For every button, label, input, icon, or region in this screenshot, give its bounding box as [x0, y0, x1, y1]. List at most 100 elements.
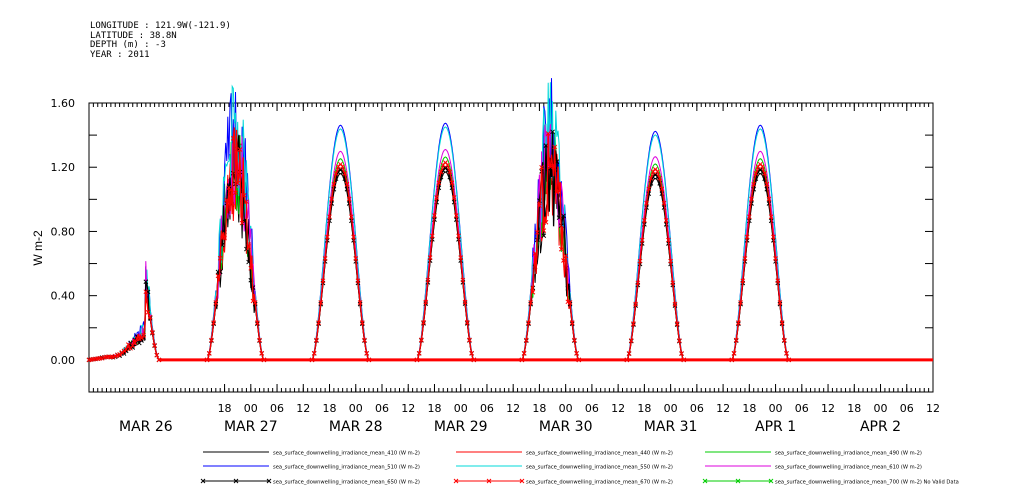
axis-ticks	[88, 102, 934, 393]
series-marker	[530, 289, 536, 295]
series-marker	[228, 187, 234, 192]
series-marker	[217, 255, 223, 261]
series-marker	[666, 237, 671, 243]
legend-label: sea_surface_downwelling_irradiance_mean_…	[273, 451, 420, 457]
legend-marker	[266, 478, 272, 484]
series-marker	[753, 170, 759, 176]
series-marker	[224, 197, 230, 203]
series-marker	[429, 233, 435, 239]
series-marker	[543, 143, 549, 148]
series-marker	[248, 265, 254, 271]
series-marker	[635, 280, 641, 286]
series-marker	[423, 299, 429, 305]
series-line	[88, 147, 933, 361]
series-marker	[357, 300, 363, 305]
series-marker	[364, 350, 370, 356]
y-tick-label: 1.20	[51, 161, 76, 174]
series-marker	[781, 337, 787, 343]
x-tick-label: 06	[690, 402, 704, 415]
legend-marker	[453, 478, 459, 484]
series-marker	[209, 337, 214, 343]
series-marker	[784, 350, 789, 356]
x-tick-label: 12	[506, 402, 520, 415]
series-marker	[318, 300, 324, 305]
x-tick-labels: 18 00 06 12 18 00 06 12 18 00 06 12 18 00 06 12 18 00 06 12…	[218, 402, 940, 415]
x-tick-label: 00	[559, 402, 573, 415]
x-tick-label: 12	[611, 402, 625, 415]
series-marker	[679, 351, 684, 356]
series-marker	[432, 213, 437, 218]
x-tick-label: 00	[454, 402, 468, 415]
series-marker	[340, 164, 345, 169]
series-marker	[462, 299, 468, 305]
legend: sea_surface_downwelling_irradiance_mean_…	[200, 451, 959, 486]
x-tick-label: 00	[874, 402, 888, 415]
series-marker	[230, 135, 236, 141]
x-day-label: MAR 30	[539, 419, 593, 435]
x-day-label: APR 2	[860, 419, 901, 435]
series-marker	[572, 337, 577, 343]
y-axis-label: W m-2	[31, 230, 45, 266]
y-tick-label: 0.80	[51, 225, 76, 238]
series-marker	[132, 340, 138, 346]
series-marker	[460, 277, 466, 283]
legend-label: sea_surface_downwelling_irradiance_mean_…	[526, 480, 673, 486]
x-day-label: MAR 28	[329, 419, 383, 435]
series-marker	[355, 278, 361, 284]
metadata-header: LONGITUDE : 121.9W(-121.9) LATITUDE : 38…	[90, 21, 231, 60]
series-marker	[320, 278, 326, 284]
x-day-label: MAR 26	[119, 419, 173, 435]
x-tick-label: 18	[847, 402, 861, 415]
series-marker	[329, 196, 335, 202]
series-marker	[543, 219, 549, 225]
series-marker	[445, 162, 450, 168]
legend-label: sea_surface_downwelling_irradiance_mean_…	[775, 451, 922, 457]
x-tick-label: 06	[795, 402, 809, 415]
series-marker	[631, 321, 636, 326]
x-tick-label: 18	[532, 402, 546, 415]
series-marker	[749, 196, 754, 202]
series-marker	[147, 314, 153, 320]
series-marker	[252, 300, 258, 305]
series-marker	[362, 337, 367, 343]
series-marker	[123, 346, 129, 352]
series-line	[88, 82, 933, 361]
series-marker	[548, 164, 553, 170]
series-marker	[222, 235, 227, 241]
x-tick-label: 12	[296, 402, 310, 415]
x-tick-label: 00	[769, 402, 783, 415]
series-marker	[733, 337, 739, 343]
series-marker	[541, 233, 547, 239]
series-marker	[742, 256, 748, 261]
series-marker	[766, 196, 772, 202]
series-marker	[764, 181, 770, 187]
series-marker	[639, 237, 645, 243]
series-marker	[773, 256, 778, 261]
x-tick-label: 12	[716, 402, 730, 415]
series-marker	[469, 350, 474, 356]
series-marker	[746, 214, 752, 220]
series-marker	[449, 180, 455, 186]
series-marker	[464, 319, 470, 325]
y-tick-labels: 0.00 0.40 0.80 1.20 1.60	[51, 97, 76, 367]
series-marker	[771, 234, 776, 240]
series-marker	[333, 170, 339, 176]
series-marker	[150, 330, 155, 335]
series-marker	[154, 352, 160, 358]
x-tick-label: 18	[218, 402, 232, 415]
series-marker	[626, 351, 632, 356]
series-marker	[736, 320, 741, 326]
legend-marker	[735, 478, 741, 484]
series-marker	[314, 337, 319, 343]
series-marker	[211, 320, 216, 326]
series-marker	[663, 218, 669, 223]
legend-marker	[233, 478, 239, 484]
series-marker	[259, 350, 265, 356]
series-marker	[738, 300, 743, 305]
x-tick-label: 00	[244, 402, 258, 415]
legend-label: sea_surface_downwelling_irradiance_mean_…	[526, 465, 673, 471]
x-tick-label: 12	[926, 402, 940, 415]
series-marker	[556, 189, 562, 194]
series-marker	[331, 181, 337, 187]
series-marker	[244, 199, 249, 205]
